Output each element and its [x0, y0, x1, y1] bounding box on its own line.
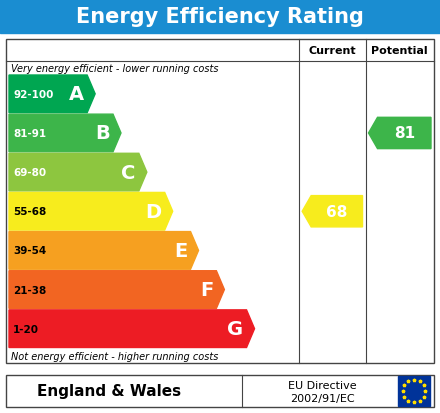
- Polygon shape: [302, 196, 363, 228]
- Polygon shape: [9, 154, 147, 192]
- Text: 39-54: 39-54: [13, 246, 46, 256]
- Text: 2002/91/EC: 2002/91/EC: [290, 393, 354, 403]
- Polygon shape: [9, 232, 198, 270]
- Text: 68: 68: [326, 204, 348, 219]
- Polygon shape: [9, 193, 172, 230]
- Text: F: F: [200, 280, 213, 299]
- Text: 92-100: 92-100: [13, 90, 53, 100]
- Text: A: A: [69, 85, 84, 104]
- Bar: [6, 375, 434, 407]
- Text: Very energy efficient - lower running costs: Very energy efficient - lower running co…: [11, 64, 219, 74]
- Polygon shape: [369, 118, 431, 149]
- Polygon shape: [9, 310, 254, 348]
- Bar: [0, 369, 440, 413]
- Text: Energy Efficiency Rating: Energy Efficiency Rating: [76, 7, 364, 27]
- Polygon shape: [9, 271, 224, 309]
- Text: Not energy efficient - higher running costs: Not energy efficient - higher running co…: [11, 351, 218, 361]
- Bar: [6, 40, 434, 363]
- Text: Current: Current: [308, 46, 356, 56]
- Polygon shape: [9, 115, 121, 152]
- Polygon shape: [9, 76, 95, 113]
- Bar: [398, 376, 430, 406]
- Text: EU Directive: EU Directive: [288, 380, 356, 390]
- Text: C: C: [121, 163, 136, 182]
- Text: G: G: [227, 319, 243, 338]
- Text: 21-38: 21-38: [13, 285, 46, 295]
- Text: England & Wales: England & Wales: [37, 384, 181, 399]
- Text: 1-20: 1-20: [13, 324, 39, 334]
- Text: 69-80: 69-80: [13, 168, 46, 178]
- Text: E: E: [174, 241, 187, 260]
- Text: B: B: [95, 124, 110, 143]
- Text: 81: 81: [394, 126, 415, 141]
- Text: D: D: [146, 202, 161, 221]
- Text: 81-91: 81-91: [13, 129, 46, 139]
- Text: Potential: Potential: [371, 46, 428, 56]
- Text: 55-68: 55-68: [13, 207, 46, 217]
- Bar: [0, 0, 440, 34]
